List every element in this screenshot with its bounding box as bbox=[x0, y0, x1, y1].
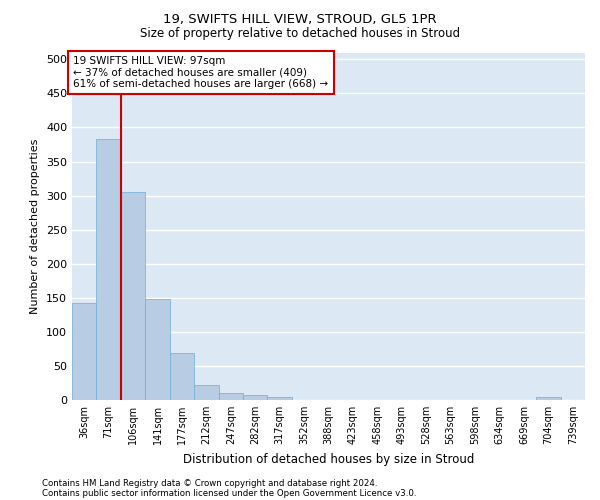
Bar bbox=[536, 398, 560, 400]
Bar bbox=[121, 192, 145, 400]
Text: 19, SWIFTS HILL VIEW, STROUD, GL5 1PR: 19, SWIFTS HILL VIEW, STROUD, GL5 1PR bbox=[163, 12, 437, 26]
Bar bbox=[268, 398, 292, 400]
X-axis label: Distribution of detached houses by size in Stroud: Distribution of detached houses by size … bbox=[183, 452, 474, 466]
Text: Contains public sector information licensed under the Open Government Licence v3: Contains public sector information licen… bbox=[42, 488, 416, 498]
Bar bbox=[145, 299, 170, 400]
Bar bbox=[72, 302, 97, 400]
Y-axis label: Number of detached properties: Number of detached properties bbox=[31, 138, 40, 314]
Bar bbox=[218, 393, 243, 400]
Bar bbox=[194, 385, 218, 400]
Text: 19 SWIFTS HILL VIEW: 97sqm
← 37% of detached houses are smaller (409)
61% of sem: 19 SWIFTS HILL VIEW: 97sqm ← 37% of deta… bbox=[73, 56, 328, 89]
Text: Size of property relative to detached houses in Stroud: Size of property relative to detached ho… bbox=[140, 28, 460, 40]
Text: Contains HM Land Registry data © Crown copyright and database right 2024.: Contains HM Land Registry data © Crown c… bbox=[42, 478, 377, 488]
Bar bbox=[97, 139, 121, 400]
Bar bbox=[243, 394, 268, 400]
Bar bbox=[170, 353, 194, 400]
